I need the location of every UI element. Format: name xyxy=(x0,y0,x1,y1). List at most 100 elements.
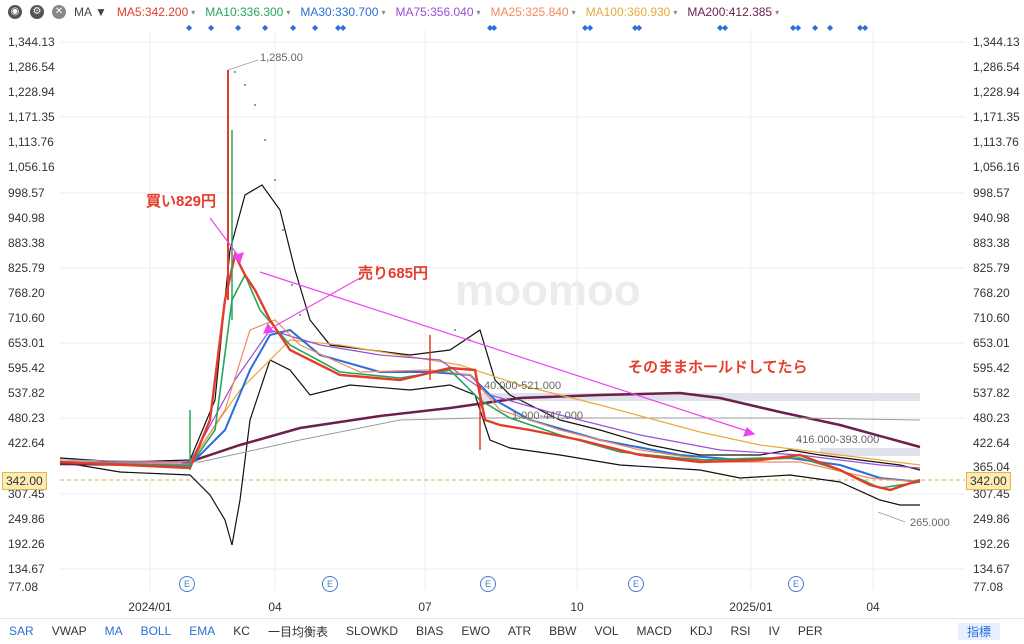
chevron-down-icon: ▾ xyxy=(381,7,386,17)
svg-text:◆: ◆ xyxy=(587,24,594,32)
tab-ichimoku[interactable]: 一目均衡表 xyxy=(267,624,328,639)
current-price-badge-left: 342.00 xyxy=(2,472,47,490)
y-tick: 422.64 xyxy=(973,436,1010,450)
ma200-legend[interactable]: MA200:412.385 ▾ xyxy=(687,5,779,19)
y-tick: 940.98 xyxy=(973,211,1010,225)
indicator-select-label: MA xyxy=(74,5,92,19)
ma25-line xyxy=(59,319,921,483)
x-tick: 04 xyxy=(268,600,282,614)
sell-annotation: 売り685円 xyxy=(358,265,429,282)
y-tick: 422.64 xyxy=(8,436,45,450)
tab-vol[interactable]: VOL xyxy=(594,624,619,638)
sar-dots xyxy=(234,71,801,441)
tab-per[interactable]: PER xyxy=(797,624,823,638)
tab-sar[interactable]: SAR xyxy=(9,624,34,638)
ma10-legend[interactable]: MA10:336.300 ▾ xyxy=(205,5,290,19)
svg-text:◆: ◆ xyxy=(790,24,797,32)
tab-macd[interactable]: MACD xyxy=(636,624,672,638)
tab-vwap[interactable]: VWAP xyxy=(51,624,87,638)
ma10-line xyxy=(59,273,921,489)
y-tick: 653.01 xyxy=(973,336,1010,350)
y-tick: 537.82 xyxy=(8,386,45,400)
y-tick: 307.45 xyxy=(973,487,1010,501)
y-tick: 1,286.54 xyxy=(8,60,55,74)
gear-icon[interactable]: ⚙ xyxy=(30,5,44,19)
y-tick: 134.67 xyxy=(973,562,1010,576)
tab-iv[interactable]: IV xyxy=(768,624,780,638)
buy-annotation: 買い829円 xyxy=(146,193,217,210)
y-tick: 1,113.76 xyxy=(8,135,54,149)
tab-ewo[interactable]: EWO xyxy=(461,624,491,638)
y-tick: 998.57 xyxy=(8,186,45,200)
tab-atr[interactable]: ATR xyxy=(508,624,532,638)
svg-text:◆: ◆ xyxy=(290,24,297,32)
svg-text:◆: ◆ xyxy=(722,24,729,32)
ma25-legend[interactable]: MA25:325.840 ▾ xyxy=(491,5,576,19)
ma200-label: MA200:412.385 xyxy=(687,5,773,19)
y-tick: 134.67 xyxy=(8,562,45,576)
svg-text:◆: ◆ xyxy=(636,24,643,32)
svg-text:◆: ◆ xyxy=(262,24,269,32)
band-label: 1.000-447.000 xyxy=(512,410,583,422)
tab-rsi[interactable]: RSI xyxy=(730,624,751,638)
y-tick: 1,286.54 xyxy=(973,60,1020,74)
y-tick: 365.04 xyxy=(973,460,1010,474)
y-tick: 77.08 xyxy=(8,580,39,594)
tab-boll[interactable]: BOLL xyxy=(140,624,172,638)
y-tick: 1,228.94 xyxy=(8,85,55,99)
ma100-legend[interactable]: MA100:360.930 ▾ xyxy=(586,5,678,19)
y-tick: 537.82 xyxy=(973,386,1010,400)
earnings-marker-icon[interactable]: E xyxy=(628,576,644,592)
eye-icon[interactable]: ◉ xyxy=(8,5,22,19)
tab-ma[interactable]: MA xyxy=(104,624,123,638)
earnings-marker-icon[interactable]: E xyxy=(788,576,804,592)
ma5-label: MA5:342.200 xyxy=(116,5,189,19)
chevron-down-icon: ▾ xyxy=(191,7,196,17)
ma30-legend[interactable]: MA30:330.700 ▾ xyxy=(300,5,385,19)
ma30-label: MA30:330.700 xyxy=(300,5,379,19)
price-chart[interactable]: moomoo ◆ ◆ ◆ ◆ ◆ ◆ ◆◆ ◆◆ ◆◆ ◆◆ ◆ xyxy=(0,24,1024,604)
earnings-marker-icon[interactable]: E xyxy=(480,576,496,592)
svg-text:◆: ◆ xyxy=(857,24,864,32)
tab-ema[interactable]: EMA xyxy=(189,624,216,638)
ma5-legend[interactable]: MA5:342.200 ▾ xyxy=(117,5,195,19)
indicator-tabs: SAR VWAP MA BOLL EMA KC 一目均衡表 SLOWKD BIA… xyxy=(0,618,1024,643)
earnings-marker-icon[interactable]: E xyxy=(179,576,195,592)
y-tick: 249.86 xyxy=(8,512,45,526)
x-tick: 10 xyxy=(570,600,584,614)
high-price-label: 1,285.00 xyxy=(260,52,303,64)
ma75-line xyxy=(60,329,921,469)
current-price-badge-right: 342.00 xyxy=(966,472,1011,490)
tab-kdj[interactable]: KDJ xyxy=(689,624,713,638)
y-tick: 825.79 xyxy=(8,261,45,275)
band-label: 40.000-521.000 xyxy=(484,380,562,392)
earnings-marker-icon[interactable]: E xyxy=(322,576,338,592)
indicator-select[interactable]: MA ▼ xyxy=(74,5,107,19)
ma10-label: MA10:336.300 xyxy=(205,5,284,19)
y-tick: 480.23 xyxy=(973,411,1010,425)
svg-text:◆: ◆ xyxy=(862,24,869,32)
hold-annotation: そのままホールドしてたら xyxy=(628,359,808,376)
annotation-arrows xyxy=(209,217,756,437)
svg-text:◆: ◆ xyxy=(335,24,342,32)
y-tick: 998.57 xyxy=(973,186,1010,200)
svg-text:◆: ◆ xyxy=(340,24,347,32)
band-label: 416.000-393.000 xyxy=(796,434,880,446)
y-tick: 595.42 xyxy=(973,361,1010,375)
ma75-label: MA75:356.040 xyxy=(395,5,474,19)
chevron-down-icon: ▾ xyxy=(673,7,678,17)
close-icon[interactable]: ✕ xyxy=(52,5,66,19)
ma75-legend[interactable]: MA75:356.040 ▾ xyxy=(395,5,480,19)
tab-indicators[interactable]: 指標 xyxy=(957,622,1000,640)
bollinger-upper xyxy=(59,184,921,471)
y-tick: 480.23 xyxy=(8,411,45,425)
tab-slowkd[interactable]: SLOWKD xyxy=(345,624,398,638)
tab-bbw[interactable]: BBW xyxy=(549,624,577,638)
y-tick: 1,113.76 xyxy=(973,135,1019,149)
low-leader-line xyxy=(877,511,906,523)
tab-bias[interactable]: BIAS xyxy=(416,624,444,638)
chevron-down-icon: ▼ xyxy=(95,5,107,19)
y-tick: 710.60 xyxy=(973,311,1010,325)
tab-kc[interactable]: KC xyxy=(233,624,250,638)
indicator-toolbar: ◉ ⚙ ✕ MA ▼ MA5:342.200 ▾ MA10:336.300 ▾ MA3… xyxy=(0,0,1024,24)
